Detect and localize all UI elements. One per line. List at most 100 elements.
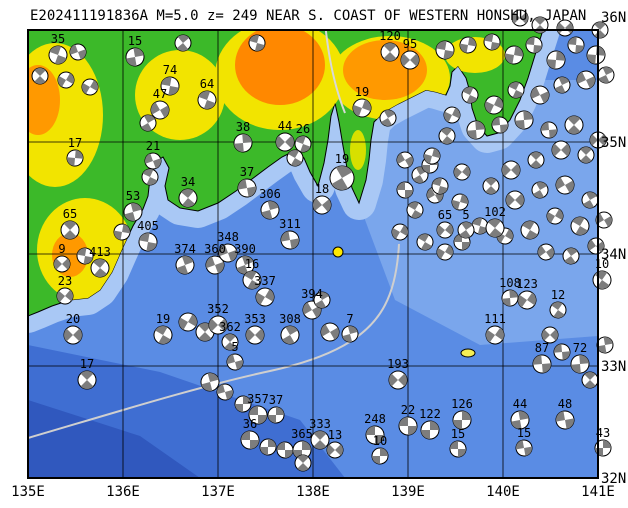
depth-label: 65 [63,207,77,221]
ball-quadrant [242,134,252,143]
ball-quadrant [489,228,502,237]
ball-quadrant [260,447,268,455]
ball-quadrant [380,448,388,456]
focal-mechanism-ball [406,201,424,219]
depth-label: 123 [516,277,538,291]
focal-mechanism-ball [242,270,262,290]
depth-label: 64 [200,77,214,91]
focal-mechanism-ball [510,410,530,430]
depth-label: 122 [419,407,441,421]
focal-mechanism-ball [597,66,615,84]
depth-label: 120 [379,29,401,43]
ball-quadrant [586,76,595,89]
trough-line-north [324,30,346,114]
depth-label: 48 [558,397,572,411]
ball-quadrant [546,247,554,259]
ball-quadrant [225,389,233,400]
depth-label: 15 [517,426,531,440]
ball-quadrant [313,431,327,440]
focal-mechanism-ball [551,140,571,160]
focal-mechanism-ball [431,177,449,195]
ball-quadrant [520,12,528,24]
ball-quadrant [467,130,477,139]
focal-mechanism-ball [591,21,609,39]
ball-quadrant [313,440,327,449]
focal-mechanism-ball [267,406,285,424]
ball-quadrant [547,212,555,223]
ball-quadrant [536,182,547,190]
focal-mechanism-ball [237,178,257,198]
ball-quadrant [77,248,87,256]
ball-quadrant [73,328,82,342]
ball-quadrant [410,53,419,67]
focal-mechanism-ball [123,202,143,222]
depth-label: 394 [301,287,323,301]
focal-mechanism-ball [125,47,145,67]
lat-label: 34N [601,247,626,263]
depth-label: 47 [153,87,167,101]
ball-quadrant [295,136,306,144]
ball-quadrant [238,179,247,190]
ball-quadrant [508,82,520,90]
focal-mechanism-ball [540,121,558,139]
focal-mechanism-ball [286,149,304,167]
ball-quadrant [437,224,445,237]
ball-quadrant [182,198,195,207]
ball-quadrant [114,230,122,240]
ball-quadrant [347,326,358,334]
ball-quadrant [155,326,168,335]
lon-label: 137E [201,484,235,500]
ball-quadrant [512,90,524,98]
ball-quadrant [142,169,154,177]
ball-quadrant [460,43,468,53]
ball-quadrant [533,355,542,365]
focal-mechanism-ball [365,425,385,445]
ball-quadrant [282,335,295,344]
ball-quadrant [80,380,94,389]
ball-quadrant [198,91,211,100]
ball-quadrant [430,421,439,430]
depth-label: 102 [484,205,506,219]
elevation-yellow [350,130,366,170]
focal-mechanism-ball [504,45,524,65]
depth-label: 405 [137,219,159,233]
ball-quadrant [250,440,259,449]
focal-mechanism-ball [371,447,389,465]
focal-mechanism-ball [525,36,543,54]
ball-quadrant [313,198,322,211]
ball-quadrant [227,354,235,365]
ball-quadrant [566,248,578,256]
ball-quadrant [215,261,224,274]
ball-quadrant [168,86,179,95]
depth-label: 12 [551,288,565,302]
ball-quadrant [383,52,397,61]
ball-quadrant [565,180,574,193]
focal-mechanism-ball [48,45,68,65]
ball-quadrant [398,373,407,387]
focal-mechanism-ball [379,109,397,127]
ball-quadrant [534,17,546,25]
ball-quadrant [587,54,596,64]
focal-mechanism-ball [396,181,414,199]
focal-mechanism-ball [398,416,418,436]
ball-quadrant [604,216,612,227]
depth-label: 35 [51,32,65,46]
ball-quadrant [444,111,452,123]
ball-quadrant [63,230,77,239]
ball-quadrant [580,147,592,155]
ball-quadrant [322,199,331,212]
depth-label: 365 [291,427,313,441]
ball-quadrant [224,334,236,342]
focal-mechanism-ball [581,371,599,389]
ball-quadrant [525,230,538,239]
focal-mechanism-ball [310,430,330,450]
depth-label: 5 [231,340,238,354]
depth-label: 20 [66,312,80,326]
depth-label: 65 [438,208,452,222]
ball-quadrant [261,210,273,219]
ball-quadrant [432,148,440,159]
ball-quadrant [144,115,155,123]
ball-quadrant [441,136,454,144]
ball-quadrant [315,300,326,308]
